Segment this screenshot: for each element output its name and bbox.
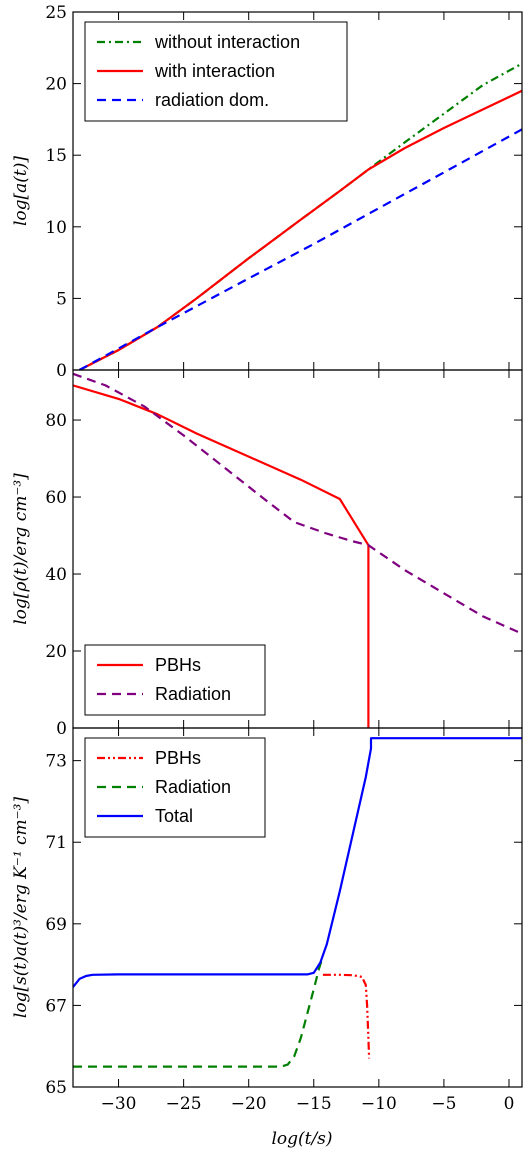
y-tick-label: 20 (45, 75, 67, 95)
series-line-with-interaction (78, 89, 522, 370)
series-line-radiation (73, 372, 522, 635)
y-axis-label: log[s(t)a(t)³/erg K⁻¹ cm⁻³] (11, 797, 31, 1019)
legend-label: without interaction (154, 32, 300, 52)
legend-label: radiation dom. (155, 90, 269, 110)
y-tick-label: 20 (45, 642, 67, 662)
legend-label: Radiation (155, 684, 231, 704)
legend-label: Total (155, 806, 193, 826)
panel-2: 0 20 40 60 80 log[ρ(t)/erg cm⁻³] PBHs Radiation (11, 369, 523, 739)
y-tick-label: 40 (45, 565, 67, 585)
y-tick-label: 15 (45, 146, 67, 166)
series-line-pbhs (322, 973, 371, 1059)
y-tick-label: 10 (45, 218, 67, 238)
y-tick-label: 25 (45, 3, 67, 23)
x-axis-label: log(t/s) (271, 1129, 332, 1149)
series-line-total (73, 737, 522, 988)
legend-label: PBHs (155, 748, 201, 768)
y-tick-label: 67 (45, 996, 67, 1016)
x-tick-label: −15 (296, 1094, 332, 1114)
series-group (78, 62, 522, 370)
panel-3: −30 −25 −20 −15 −10 −5 0 65 67 69 71 73 log[s(t)a(t)… (11, 727, 523, 1114)
legend: PBHs Radiation (84, 644, 266, 716)
series-group (73, 372, 522, 728)
x-tick-label: −10 (361, 1094, 397, 1114)
y-tick-label: 73 (45, 752, 67, 772)
y-tick-label: 80 (45, 411, 67, 431)
x-tick-label: −30 (101, 1094, 137, 1114)
legend-label: with interaction (154, 61, 275, 81)
x-tick-label: −20 (231, 1094, 267, 1114)
series-line-radiation (73, 956, 324, 1068)
y-tick-label: 60 (45, 488, 67, 508)
legend-label: Radiation (155, 777, 231, 797)
legend-label: PBHs (155, 655, 201, 675)
x-tick-label: −25 (166, 1094, 202, 1114)
y-tick-label: 5 (56, 289, 67, 309)
y-tick-label: 69 (45, 915, 67, 935)
y-tick-label: 65 (45, 1078, 67, 1098)
y-tick-label: 0 (56, 361, 67, 381)
y-tick-label: 0 (56, 719, 67, 739)
x-tick-label: 0 (504, 1094, 515, 1114)
legend-box (84, 644, 266, 716)
series-line-radiation-dom- (78, 128, 522, 370)
legend: PBHs Radiation Total (84, 737, 266, 838)
legend: without interaction with interaction radia… (84, 21, 348, 122)
plot-frame (72, 727, 523, 1088)
x-tick-label: −5 (431, 1094, 456, 1114)
y-axis-label: log[ρ(t)/erg cm⁻³] (11, 473, 31, 625)
series-group (73, 737, 522, 1068)
y-tick-label: 71 (45, 833, 67, 853)
series-line-pbhs (73, 384, 370, 728)
y-axis-label: log[a(t)] (11, 156, 31, 226)
